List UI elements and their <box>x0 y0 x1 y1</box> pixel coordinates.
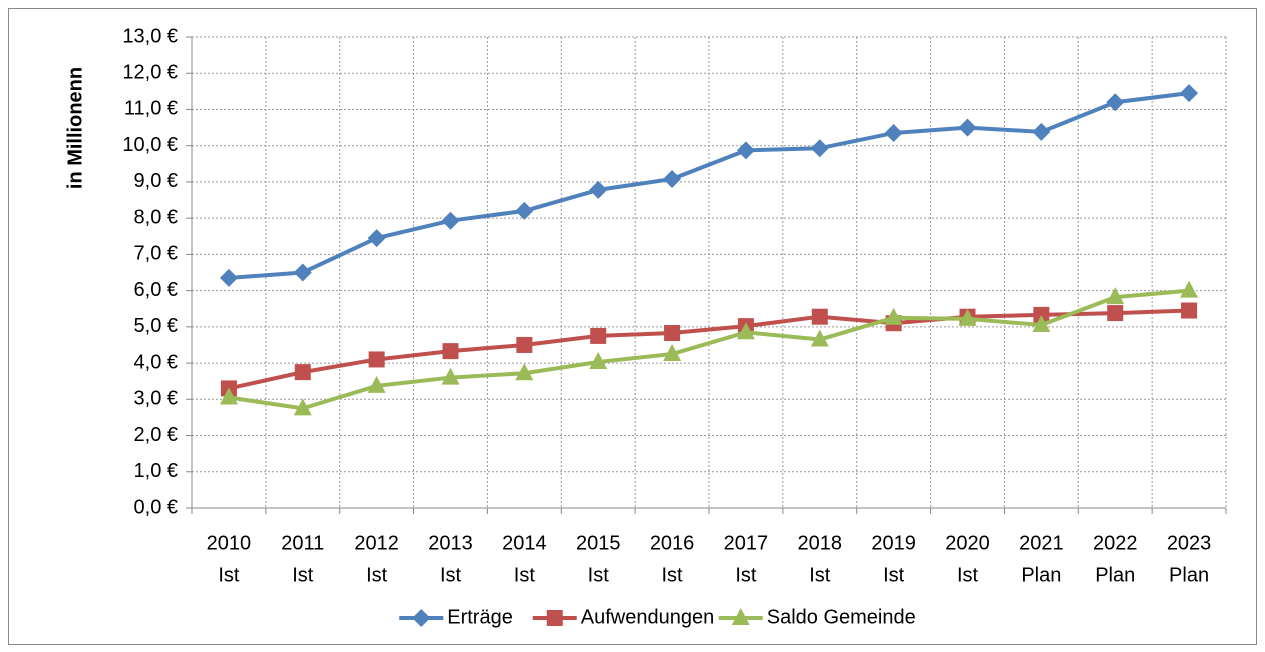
data-point <box>1033 306 1050 323</box>
y-tick-label: 4,0 € <box>134 351 178 373</box>
data-point <box>219 268 238 287</box>
legend-label: Aufwendungen <box>581 606 714 628</box>
y-tick-label: 13,0 € <box>122 25 178 47</box>
y-tick-label: 9,0 € <box>134 170 178 192</box>
x-tick-label: 2017 <box>724 532 769 554</box>
x-tick-label: Ist <box>809 564 831 586</box>
x-tick-label: Plan <box>1169 564 1209 586</box>
x-tick-label: 2022 <box>1093 532 1138 554</box>
x-tick-label: Plan <box>1095 564 1135 586</box>
data-point <box>367 375 386 393</box>
data-point <box>293 263 312 282</box>
y-tick-label: 0,0 € <box>134 496 178 518</box>
data-point <box>294 364 311 381</box>
data-point <box>368 351 385 368</box>
data-point <box>1106 287 1125 305</box>
legend-marker <box>546 610 563 626</box>
y-tick-label: 3,0 € <box>134 388 178 410</box>
y-tick-label: 12,0 € <box>122 62 178 84</box>
x-tick-label: 2014 <box>502 532 547 554</box>
x-tick-label: 2010 <box>207 532 252 554</box>
legend-label: Saldo Gemeinde <box>767 606 916 628</box>
data-point <box>958 118 977 137</box>
x-tick-label: Ist <box>514 564 536 586</box>
data-point <box>367 229 386 248</box>
x-tick-label: Ist <box>218 564 240 586</box>
x-tick-label: Ist <box>735 564 757 586</box>
x-tick-label: Ist <box>366 564 388 586</box>
data-point <box>1180 280 1199 298</box>
y-tick-label: 5,0 € <box>134 315 178 337</box>
y-tick-label: 8,0 € <box>134 206 178 228</box>
y-tick-label: 1,0 € <box>134 460 178 482</box>
x-tick-label: Ist <box>662 564 684 586</box>
y-tick-label: 10,0 € <box>122 134 178 156</box>
data-point <box>811 308 828 325</box>
x-tick-label: 2020 <box>945 532 990 554</box>
data-point <box>441 211 460 230</box>
x-tick-label: Ist <box>292 564 314 586</box>
x-tick-label: Ist <box>440 564 462 586</box>
data-point <box>1107 305 1124 322</box>
y-tick-label: 11,0 € <box>124 98 178 120</box>
data-point <box>589 180 608 199</box>
data-point <box>293 398 312 416</box>
x-tick-label: 2012 <box>354 532 399 554</box>
data-point <box>664 325 681 342</box>
data-point <box>219 387 238 405</box>
data-point <box>810 329 829 347</box>
data-point <box>516 336 533 353</box>
data-point <box>663 170 682 189</box>
data-point <box>1181 302 1198 319</box>
x-tick-label: 2023 <box>1167 532 1212 554</box>
series-line <box>228 308 1190 391</box>
x-tick-label: 2021 <box>1019 532 1064 554</box>
series-line <box>228 91 1190 280</box>
x-tick-label: 2013 <box>428 532 473 554</box>
y-tick-label: 6,0 € <box>134 279 178 301</box>
y-axis-title: in Millionenn <box>64 67 86 189</box>
data-point <box>663 344 682 362</box>
x-tick-label: 2019 <box>871 532 916 554</box>
data-point <box>810 139 829 158</box>
y-tick-label: 2,0 € <box>134 424 178 446</box>
data-point <box>736 141 755 160</box>
data-point <box>441 367 460 385</box>
legend-marker <box>412 609 431 627</box>
series-line <box>228 288 1190 411</box>
x-tick-label: Ist <box>957 564 979 586</box>
data-point <box>958 308 977 326</box>
x-tick-label: Ist <box>883 564 905 586</box>
x-tick-label: Ist <box>588 564 610 586</box>
y-tick-label: 7,0 € <box>134 243 178 265</box>
data-point <box>884 307 903 325</box>
data-point <box>515 363 534 381</box>
data-point <box>515 201 534 220</box>
data-point <box>1180 84 1199 103</box>
x-tick-label: Plan <box>1021 564 1061 586</box>
legend-marker <box>731 608 750 625</box>
x-tick-label: 2016 <box>650 532 695 554</box>
data-point <box>589 351 608 369</box>
data-point <box>736 322 755 340</box>
data-point <box>1106 93 1125 112</box>
data-point <box>1032 315 1051 333</box>
x-tick-label: 2018 <box>798 532 843 554</box>
data-point <box>884 124 903 143</box>
x-tick-label: 2015 <box>576 532 621 554</box>
data-point <box>1032 122 1051 141</box>
legend-label: Erträge <box>447 606 513 628</box>
x-tick-label: 2011 <box>281 532 324 554</box>
data-point <box>442 343 459 360</box>
data-point <box>590 327 607 344</box>
